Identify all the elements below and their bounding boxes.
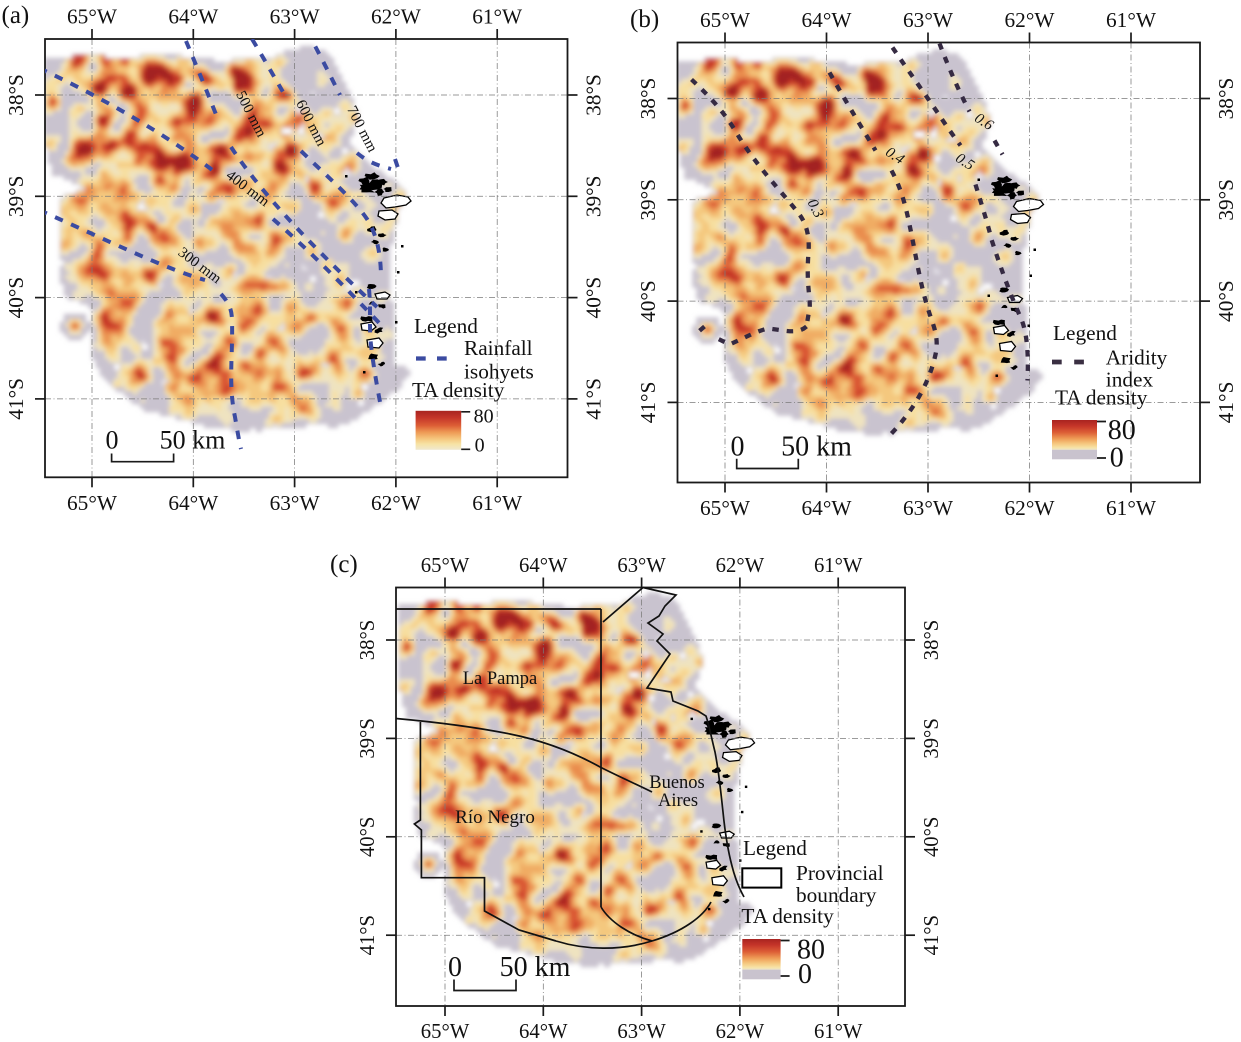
svg-text:65°W: 65°W bbox=[700, 8, 751, 32]
svg-text:TA density: TA density bbox=[1055, 386, 1148, 410]
svg-text:(c): (c) bbox=[330, 551, 358, 578]
svg-text:64°W: 64°W bbox=[168, 5, 219, 29]
svg-text:41°S: 41°S bbox=[4, 378, 28, 420]
svg-text:61°W: 61°W bbox=[472, 5, 523, 29]
svg-text:38°S: 38°S bbox=[1214, 78, 1238, 120]
svg-text:65°W: 65°W bbox=[67, 5, 118, 29]
svg-text:65°W: 65°W bbox=[421, 1021, 470, 1042]
svg-text:(a): (a) bbox=[2, 2, 30, 29]
svg-text:39°S: 39°S bbox=[1214, 179, 1238, 221]
svg-text:39°S: 39°S bbox=[357, 718, 379, 758]
svg-text:(b): (b) bbox=[630, 6, 659, 33]
svg-text:64°W: 64°W bbox=[802, 8, 853, 32]
svg-text:63°W: 63°W bbox=[270, 5, 321, 29]
svg-text:0: 0 bbox=[106, 425, 119, 454]
svg-text:64°W: 64°W bbox=[802, 496, 853, 520]
svg-text:62°W: 62°W bbox=[1005, 8, 1056, 32]
svg-text:40°S: 40°S bbox=[921, 817, 943, 857]
svg-text:0: 0 bbox=[1110, 443, 1124, 474]
svg-text:65°W: 65°W bbox=[421, 555, 470, 577]
svg-text:50 km: 50 km bbox=[500, 952, 571, 983]
svg-text:Legend: Legend bbox=[1053, 321, 1117, 345]
svg-text:80: 80 bbox=[474, 405, 494, 427]
svg-text:63°W: 63°W bbox=[903, 496, 954, 520]
svg-text:39°S: 39°S bbox=[4, 175, 28, 217]
svg-text:41°S: 41°S bbox=[582, 378, 606, 420]
svg-text:39°S: 39°S bbox=[921, 718, 943, 758]
svg-text:Rainfall: Rainfall bbox=[464, 336, 533, 360]
svg-text:39°S: 39°S bbox=[582, 175, 606, 217]
svg-text:38°S: 38°S bbox=[921, 620, 943, 660]
svg-text:boundary: boundary bbox=[796, 883, 877, 907]
svg-text:40°S: 40°S bbox=[582, 277, 606, 319]
svg-text:Provincial: Provincial bbox=[796, 861, 884, 885]
svg-text:Buenos: Buenos bbox=[649, 773, 705, 793]
svg-text:41°S: 41°S bbox=[1214, 382, 1238, 424]
svg-text:64°W: 64°W bbox=[519, 555, 568, 577]
svg-text:64°W: 64°W bbox=[519, 1021, 568, 1042]
svg-text:63°W: 63°W bbox=[617, 555, 666, 577]
svg-text:61°W: 61°W bbox=[814, 555, 863, 577]
svg-text:50 km: 50 km bbox=[160, 425, 226, 454]
svg-text:38°S: 38°S bbox=[636, 78, 660, 120]
svg-text:61°W: 61°W bbox=[1106, 496, 1157, 520]
svg-text:80: 80 bbox=[1108, 415, 1136, 446]
svg-text:0: 0 bbox=[798, 959, 812, 990]
svg-text:0: 0 bbox=[475, 435, 485, 457]
svg-text:63°W: 63°W bbox=[617, 1021, 666, 1042]
svg-text:63°W: 63°W bbox=[270, 491, 321, 515]
svg-text:65°W: 65°W bbox=[67, 491, 118, 515]
svg-text:TA density: TA density bbox=[741, 904, 834, 928]
svg-text:41°S: 41°S bbox=[357, 915, 379, 955]
svg-text:62°W: 62°W bbox=[716, 1021, 765, 1042]
svg-text:38°S: 38°S bbox=[4, 74, 28, 116]
svg-text:64°W: 64°W bbox=[168, 491, 219, 515]
svg-text:61°W: 61°W bbox=[1106, 8, 1157, 32]
svg-text:50 km: 50 km bbox=[781, 432, 852, 463]
svg-text:41°S: 41°S bbox=[636, 382, 660, 424]
svg-text:61°W: 61°W bbox=[814, 1021, 863, 1042]
svg-text:40°S: 40°S bbox=[357, 817, 379, 857]
svg-text:63°W: 63°W bbox=[903, 8, 954, 32]
svg-text:Río Negro: Río Negro bbox=[455, 807, 535, 828]
svg-text:Aridity: Aridity bbox=[1106, 346, 1168, 370]
svg-text:0: 0 bbox=[448, 952, 462, 983]
svg-text:80: 80 bbox=[797, 935, 825, 966]
svg-text:0: 0 bbox=[731, 432, 745, 463]
svg-text:38°S: 38°S bbox=[357, 620, 379, 660]
svg-text:65°W: 65°W bbox=[700, 496, 751, 520]
svg-text:62°W: 62°W bbox=[371, 491, 422, 515]
svg-text:62°W: 62°W bbox=[371, 5, 422, 29]
svg-text:41°S: 41°S bbox=[921, 915, 943, 955]
svg-text:isohyets: isohyets bbox=[464, 360, 534, 384]
svg-text:Legend: Legend bbox=[414, 314, 478, 338]
svg-text:39°S: 39°S bbox=[636, 179, 660, 221]
svg-text:38°S: 38°S bbox=[582, 74, 606, 116]
svg-text:40°S: 40°S bbox=[636, 280, 660, 322]
svg-text:40°S: 40°S bbox=[1214, 280, 1238, 322]
svg-text:Aires: Aires bbox=[658, 791, 698, 811]
svg-text:62°W: 62°W bbox=[1005, 496, 1056, 520]
svg-text:0.3: 0.3 bbox=[804, 197, 827, 221]
svg-text:61°W: 61°W bbox=[472, 491, 523, 515]
svg-text:62°W: 62°W bbox=[716, 555, 765, 577]
svg-text:40°S: 40°S bbox=[4, 277, 28, 319]
svg-text:index: index bbox=[1106, 368, 1154, 392]
svg-text:Legend: Legend bbox=[743, 836, 807, 860]
svg-text:TA density: TA density bbox=[412, 378, 505, 402]
svg-text:La Pampa: La Pampa bbox=[463, 669, 538, 689]
